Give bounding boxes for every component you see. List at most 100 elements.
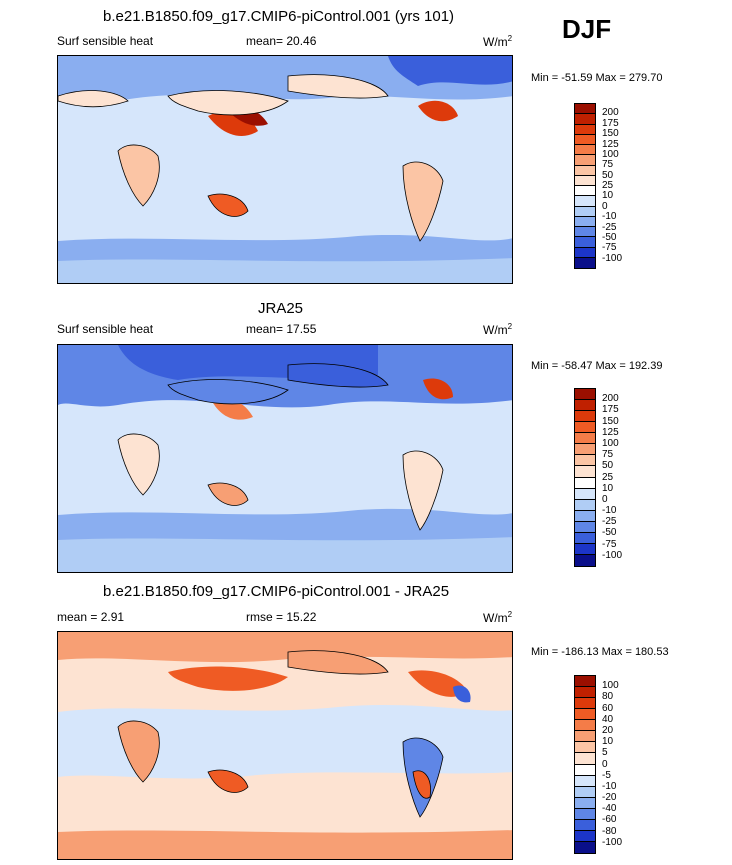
colorbar-tick-label: 5: [602, 747, 608, 759]
colorbar-tick-label: 40: [602, 713, 614, 725]
colorbar-tick-label: -75: [602, 242, 617, 254]
colorbar-swatch: [575, 554, 595, 566]
colorbar-tick-label: 75: [602, 159, 614, 171]
colorbar-tick-label: -80: [602, 825, 617, 837]
colorbar-swatch: [575, 753, 595, 765]
panel2-map: [57, 344, 513, 573]
colorbar-swatch: [575, 521, 595, 533]
colorbar-swatch: [575, 687, 595, 699]
colorbar-tick-label: 125: [602, 426, 619, 438]
colorbar-swatch: [575, 206, 595, 217]
colorbar-swatch: [575, 532, 595, 544]
colorbar-tick-label: 150: [602, 415, 619, 427]
colorbar-swatch: [575, 709, 595, 721]
colorbar-swatch: [575, 175, 595, 186]
colorbar-swatch: [575, 455, 595, 467]
colorbar-tick-label: -10: [602, 780, 617, 792]
colorbar-tick-label: 200: [602, 107, 619, 119]
panel1-map: [57, 55, 513, 284]
panel3-map: [57, 631, 513, 860]
colorbar-tick-label: -50: [602, 231, 617, 243]
colorbar-tick-label: 150: [602, 128, 619, 140]
colorbar-swatch: [575, 104, 595, 115]
panel2-units: W/m2: [483, 322, 513, 337]
colorbar-tick-label: -100: [602, 836, 623, 848]
colorbar-swatch: [575, 155, 595, 166]
colorbar-tick-label: 75: [602, 449, 614, 461]
colorbar-swatch: [575, 237, 595, 248]
colorbar-tick-label: 100: [602, 437, 619, 449]
colorbar-tick-label: -40: [602, 803, 617, 815]
colorbar-swatch: [575, 124, 595, 135]
colorbar-swatch: [575, 477, 595, 489]
panel3-mean: mean = 2.91: [57, 610, 125, 624]
colorbar-tick-label: 100: [602, 148, 619, 160]
colorbar-tick-label: 200: [602, 393, 619, 405]
colorbar-tick-label: 100: [602, 680, 619, 692]
panel3-title: b.e21.B1850.f09_g17.CMIP6-piControl.001 …: [103, 583, 450, 600]
colorbar-swatch: [575, 797, 595, 809]
colorbar-swatch: [575, 196, 595, 207]
colorbar-swatch: [575, 422, 595, 434]
colorbar-tick-label: 50: [602, 169, 614, 181]
colorbar-swatch: [575, 114, 595, 125]
panel2-mean: mean= 17.55: [246, 322, 317, 336]
colorbar-swatch: [575, 145, 595, 156]
colorbar-swatch: [575, 433, 595, 445]
colorbar-swatch: [575, 488, 595, 500]
colorbar-tick-label: -10: [602, 211, 617, 223]
colorbar-tick-label: -75: [602, 538, 617, 550]
colorbar-tick-label: 25: [602, 180, 614, 191]
colorbar-swatch: [575, 543, 595, 555]
colorbar-swatch: [575, 466, 595, 478]
panel3-minmax: Min = -186.13 Max = 180.53: [531, 646, 669, 658]
colorbar-swatch: [575, 216, 595, 227]
panel2-minmax: Min = -58.47 Max = 192.39: [531, 360, 663, 372]
colorbar-tick-label: -100: [602, 549, 623, 561]
colorbar-tick-label: 0: [602, 200, 608, 212]
colorbar-swatch: [575, 510, 595, 522]
colorbar-swatch: [575, 819, 595, 831]
colorbar-swatch: [575, 186, 595, 197]
panel3-rmse: rmse = 15.22: [246, 610, 317, 624]
colorbar-tick-label: 25: [602, 471, 614, 483]
colorbar-swatch: [575, 257, 595, 268]
colorbar-swatch: [575, 247, 595, 258]
colorbar-swatch: [575, 134, 595, 145]
colorbar-swatch: [575, 830, 595, 842]
colorbar-swatch: [575, 841, 595, 853]
panel1-map-svg: [58, 56, 512, 283]
panel1-units: W/m2: [483, 34, 513, 49]
panel1-variable-label: Surf sensible heat: [57, 34, 154, 48]
colorbar-tick-label: -50: [602, 527, 617, 539]
panel2-map-svg: [58, 345, 512, 572]
colorbar-swatch: [575, 698, 595, 710]
colorbar-tick-label: 0: [602, 758, 608, 770]
colorbar-tick-label: -10: [602, 505, 617, 517]
panel2-variable-label: Surf sensible heat: [57, 322, 154, 336]
panel1-mean: mean= 20.46: [246, 34, 317, 48]
colorbar-swatch: [575, 411, 595, 423]
colorbar-swatch: [575, 731, 595, 743]
panel1-colorbar: [574, 103, 596, 269]
colorbar-tick-label: 60: [602, 702, 614, 714]
colorbar-swatch: [575, 389, 595, 401]
colorbar-tick-label: 0: [602, 493, 608, 505]
season-label: DJF: [562, 14, 612, 44]
colorbar-swatch: [575, 720, 595, 732]
colorbar-tick-label: -25: [602, 221, 617, 233]
panel3-colorbar: [574, 675, 596, 854]
colorbar-swatch: [575, 775, 595, 787]
colorbar-tick-label: 10: [602, 190, 614, 202]
colorbar-swatch: [575, 764, 595, 776]
colorbar-tick-label: 125: [602, 138, 619, 150]
colorbar-swatch: [575, 676, 595, 688]
colorbar-tick-label: 20: [602, 724, 614, 736]
colorbar-tick-label: 80: [602, 691, 614, 703]
colorbar-swatch: [575, 786, 595, 798]
colorbar-tick-label: 10: [602, 736, 614, 748]
colorbar-tick-label: -25: [602, 516, 617, 528]
colorbar-tick-label: 50: [602, 460, 614, 472]
colorbar-tick-label: -60: [602, 814, 617, 826]
colorbar-swatch: [575, 400, 595, 412]
